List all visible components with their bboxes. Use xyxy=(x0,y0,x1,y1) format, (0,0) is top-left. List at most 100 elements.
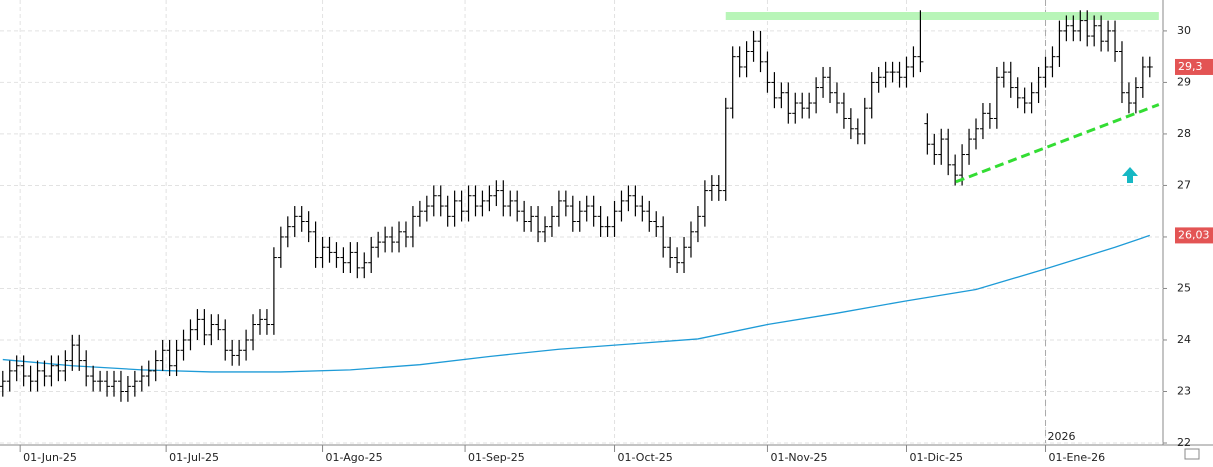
ohlc-bar xyxy=(472,185,479,217)
ohlc-bar xyxy=(347,242,354,274)
ohlc-bar xyxy=(243,329,250,361)
ohlc-bar xyxy=(833,82,840,114)
ohlc-bar xyxy=(145,360,152,387)
ohlc-bar xyxy=(1028,82,1035,114)
ohlc-bar xyxy=(562,190,569,217)
ohlc-bar xyxy=(799,92,806,119)
ohlc-bar xyxy=(1035,66,1042,104)
ohlc-bar xyxy=(952,154,959,186)
ohlc-bar xyxy=(632,185,639,217)
ohlc-bar xyxy=(924,113,931,155)
ohlc-bar xyxy=(945,128,952,176)
ohlc-bar xyxy=(674,247,681,274)
ohlc-bar xyxy=(55,355,62,382)
ohlc-bar xyxy=(903,56,910,88)
ohlc-bar xyxy=(159,339,166,371)
ohlc-bar xyxy=(305,211,312,243)
ohlc-bar xyxy=(667,236,674,268)
ohlc-bar xyxy=(750,30,757,62)
ohlc-bar xyxy=(993,66,1000,129)
ohlc-bar xyxy=(284,216,291,248)
ohlc-bar xyxy=(409,206,416,248)
ohlc-bar xyxy=(340,247,347,274)
ohlc-bar xyxy=(277,226,284,268)
y-tick-label: 25 xyxy=(1177,281,1191,294)
y-tick-label: 28 xyxy=(1177,127,1191,140)
x-tick-label: 01-Dic-25 xyxy=(909,451,963,464)
ohlc-bar xyxy=(611,200,618,237)
ohlc-bar xyxy=(493,180,500,207)
ohlc-bar xyxy=(208,314,215,346)
ohlc-bar xyxy=(256,309,263,335)
ohlc-bar xyxy=(326,236,333,263)
ohlc-bar xyxy=(1125,82,1132,114)
ohlc-bar xyxy=(430,185,437,217)
ohlc-bar xyxy=(83,350,90,387)
ohlc-bar xyxy=(548,206,555,237)
ohlc-bar xyxy=(785,82,792,124)
ohlc-bar xyxy=(1007,61,1014,98)
ohlc-bar xyxy=(973,118,980,150)
ohlc-bar xyxy=(792,92,799,124)
ohlc-bar xyxy=(215,314,222,340)
ohlc-bar xyxy=(389,226,396,253)
ohlc-bar xyxy=(1139,56,1146,98)
arrow-icon xyxy=(1122,167,1138,183)
moving-average xyxy=(2,234,1150,373)
ohlc-bar xyxy=(708,175,715,201)
ohlc-bar xyxy=(222,319,229,361)
ohlc-bar xyxy=(1000,61,1007,88)
ohlc-bar xyxy=(500,180,507,217)
ohlc-bar xyxy=(1084,10,1091,47)
ohlc-bar xyxy=(931,133,938,165)
ohlc-bar xyxy=(660,216,667,258)
ohlc-bar xyxy=(743,41,750,78)
ohlc-bar xyxy=(764,51,771,93)
ohlc-bar xyxy=(6,360,13,392)
x-tick-label: 01-Ene-26 xyxy=(1049,451,1106,464)
ohlc-bar xyxy=(1056,20,1063,67)
settings-icon[interactable] xyxy=(1184,448,1200,460)
ohlc-bar xyxy=(486,185,493,212)
y-tick-label: 29 xyxy=(1177,75,1191,88)
ohlc-bar xyxy=(771,72,778,109)
ohlc-bar xyxy=(1112,20,1119,62)
ohlc-bar xyxy=(827,66,834,104)
ohlc-bar xyxy=(639,195,646,222)
ohlc-bar xyxy=(173,339,180,377)
ohlc-bar xyxy=(653,211,660,237)
ohlc-bar xyxy=(882,61,889,88)
ohlc-bar xyxy=(97,370,104,392)
icon-frame[interactable] xyxy=(1184,448,1200,460)
ohlc-bar xyxy=(514,190,521,222)
ohlc-bar xyxy=(48,355,55,387)
ohlc-bar xyxy=(576,200,583,232)
ohlc-bar xyxy=(521,200,528,232)
price-label: 26,03 xyxy=(1178,228,1210,241)
ohlc-bar xyxy=(250,314,257,351)
x-tick-label: 01-Nov-25 xyxy=(770,451,827,464)
ohlc-bar xyxy=(402,221,409,248)
ohlc-bar xyxy=(0,370,6,397)
ohlc-bar xyxy=(715,175,722,201)
ohlc-bar xyxy=(34,360,41,392)
price-label: 29,3 xyxy=(1178,60,1203,73)
ohlc-bar xyxy=(896,61,903,88)
ohlc-bar xyxy=(687,221,694,258)
ohlc-bar xyxy=(507,190,514,217)
ohlc-bar xyxy=(354,242,361,279)
ohlc-bar xyxy=(646,200,653,232)
ohlc-bar xyxy=(187,319,194,351)
x-tick-label: 01-Sep-25 xyxy=(468,451,525,464)
ohlc-bar xyxy=(117,370,124,402)
ohlc-bar xyxy=(1132,77,1139,114)
ohlc-bar xyxy=(375,231,382,258)
ohlc-bar xyxy=(27,365,34,392)
ohlc-bar xyxy=(1070,15,1077,42)
ohlc-bar xyxy=(368,236,375,274)
ohlc-bar xyxy=(757,30,764,73)
ohlc-bar xyxy=(854,118,861,145)
ohlc-bar xyxy=(889,61,896,83)
ohlc-bar xyxy=(104,370,111,397)
